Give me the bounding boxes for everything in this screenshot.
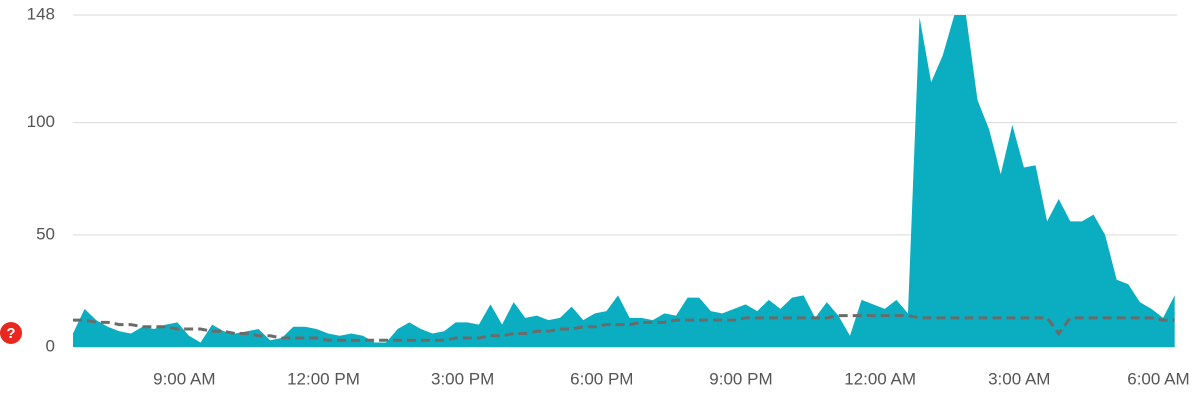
x-tick-label: 12:00 PM (287, 369, 360, 388)
y-tick-label: 50 (36, 224, 55, 243)
x-tick-label: 6:00 AM (1127, 369, 1189, 388)
x-tick-label: 9:00 PM (709, 369, 772, 388)
x-tick-label: 6:00 PM (570, 369, 633, 388)
y-tick-label: 0 (46, 336, 55, 355)
y-tick-label: 100 (27, 112, 55, 131)
badge-text: ? (6, 325, 15, 342)
area (73, 15, 1175, 347)
x-tick-label: 3:00 AM (988, 369, 1050, 388)
help-badge: ? (0, 322, 22, 344)
x-tick-label: 3:00 PM (431, 369, 494, 388)
dashed-line (73, 314, 1175, 342)
x-tick-label: 12:00 AM (844, 369, 916, 388)
badge-circle (0, 322, 22, 344)
y-tick-label: 148 (27, 4, 55, 23)
x-tick-label: 9:00 AM (153, 369, 215, 388)
